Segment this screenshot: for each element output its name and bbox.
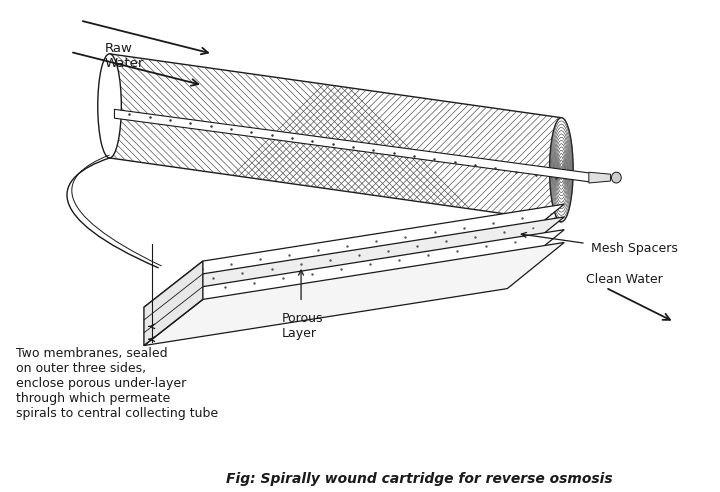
Point [481, 242, 492, 250]
Point [312, 246, 324, 254]
Point [458, 224, 469, 232]
Point [341, 242, 353, 250]
Point [353, 251, 364, 259]
Text: Clean Water: Clean Water [586, 273, 662, 286]
Point [429, 228, 441, 236]
Point [527, 224, 539, 232]
Point [510, 238, 521, 246]
Point [498, 228, 510, 236]
Point [190, 288, 202, 296]
Point [324, 256, 336, 264]
Ellipse shape [98, 54, 122, 158]
Point [266, 265, 277, 273]
Point [545, 210, 557, 218]
Point [254, 255, 266, 263]
Point [161, 292, 172, 300]
Ellipse shape [549, 118, 573, 222]
Point [400, 233, 411, 241]
Point [364, 260, 376, 268]
Point [207, 274, 219, 282]
Point [336, 265, 347, 273]
Polygon shape [144, 217, 564, 320]
Point [179, 278, 190, 286]
Text: Raw
Water: Raw Water [104, 42, 144, 70]
Polygon shape [144, 243, 564, 345]
Point [423, 251, 434, 259]
Ellipse shape [611, 172, 621, 183]
Text: Fig: Spirally wound cartridge for reverse osmosis: Fig: Spirally wound cartridge for revers… [225, 472, 612, 486]
Point [516, 215, 528, 222]
Point [440, 238, 451, 246]
Point [277, 274, 289, 282]
Point [487, 219, 498, 227]
Point [382, 246, 394, 254]
Polygon shape [144, 261, 203, 345]
Text: Mesh Spacers: Mesh Spacers [591, 242, 678, 255]
Point [393, 256, 405, 264]
Point [306, 270, 318, 277]
Point [225, 260, 237, 268]
Point [451, 247, 463, 255]
Polygon shape [109, 54, 562, 222]
Point [469, 233, 481, 241]
Point [411, 242, 423, 250]
Polygon shape [144, 204, 564, 307]
Point [237, 270, 248, 277]
Point [294, 260, 306, 268]
Text: Two membranes, sealed
on outer three sides,
enclose porous under-layer
through w: Two membranes, sealed on outer three sid… [17, 346, 218, 420]
Point [197, 265, 208, 273]
Point [284, 251, 295, 259]
Polygon shape [144, 230, 564, 333]
Point [219, 283, 230, 291]
Point [371, 237, 382, 245]
Point [248, 278, 260, 286]
Polygon shape [114, 109, 591, 182]
Text: Porous
Layer: Porous Layer [282, 312, 323, 340]
Polygon shape [589, 172, 611, 183]
